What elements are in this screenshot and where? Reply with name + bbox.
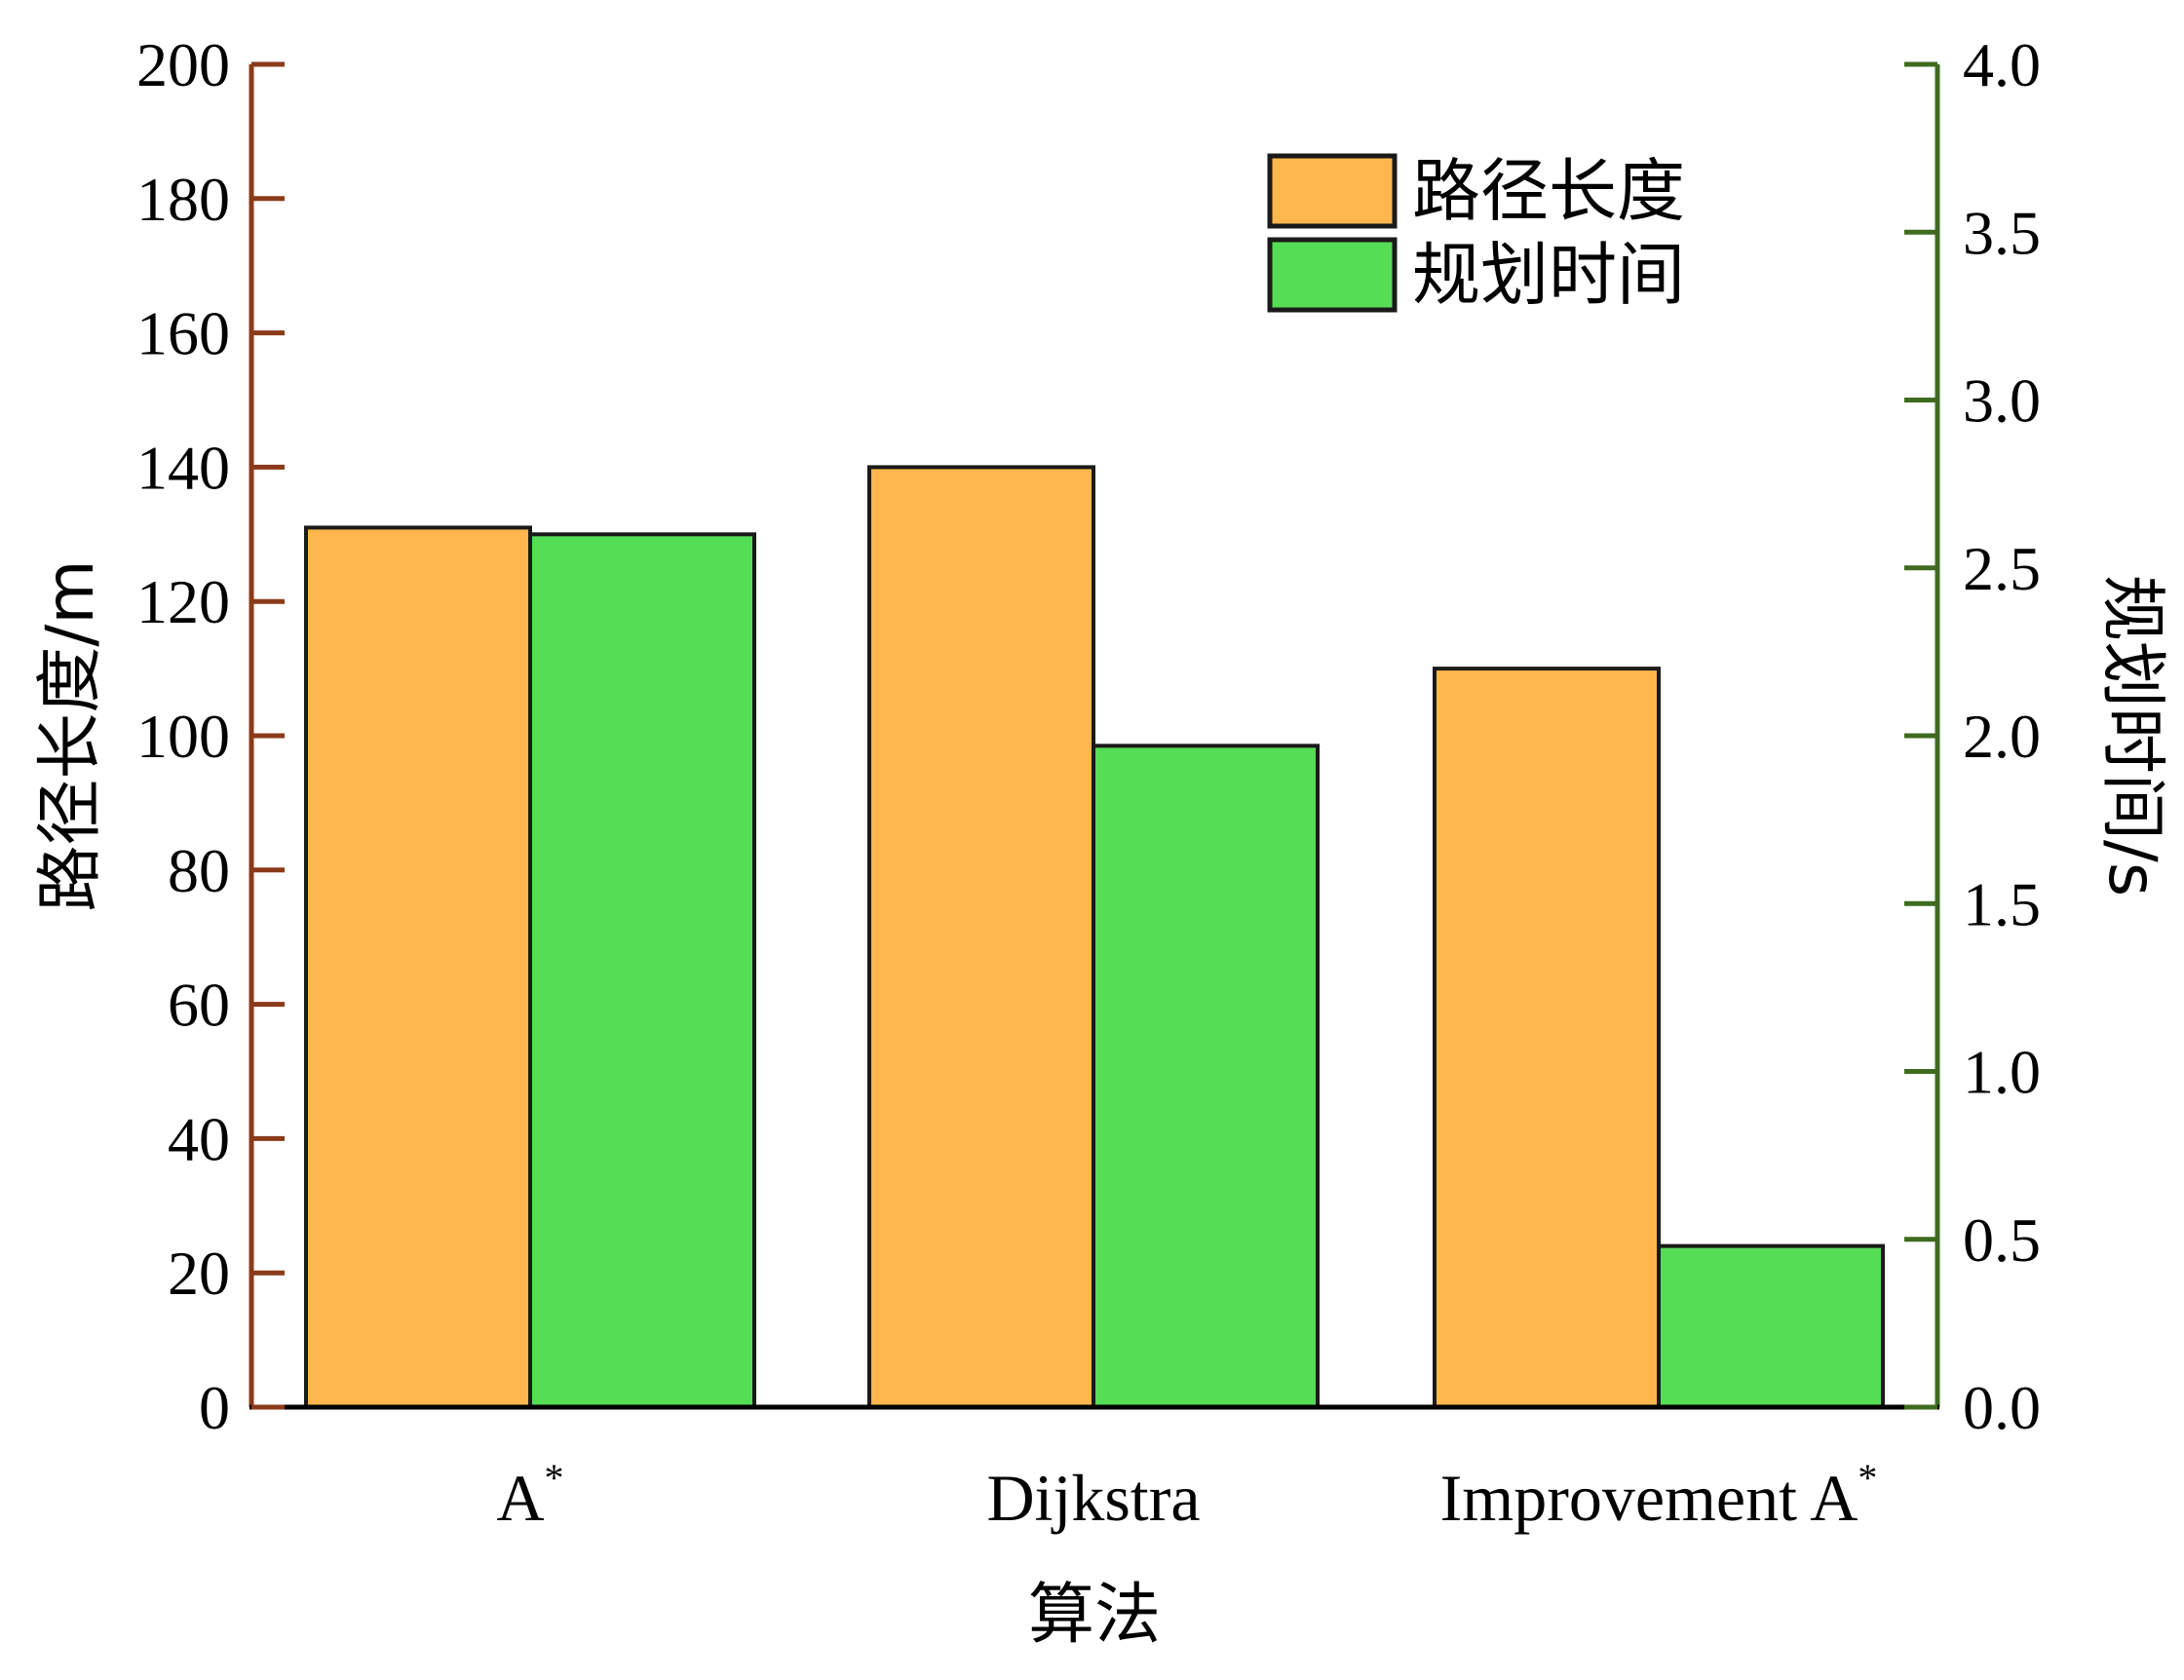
right-tick-label-0: 0.0: [1963, 1373, 2041, 1442]
right-tick-label-6: 3.0: [1963, 366, 2041, 436]
left-tick-label-8: 160: [136, 299, 230, 368]
category-label-0: A*: [496, 1456, 563, 1535]
left-tick-label-7: 140: [136, 433, 230, 502]
left-tick-label-9: 180: [136, 165, 230, 234]
left-tick-label-10: 200: [136, 30, 230, 99]
left-tick-label-1: 20: [168, 1239, 230, 1308]
x-axis-title: 算法: [1028, 1577, 1161, 1654]
bar-路径长度-2: [1433, 667, 1661, 1409]
left-tick-label-5: 100: [136, 702, 230, 771]
legend-swatch-0: [1267, 153, 1398, 229]
bar-规划时间-2: [1657, 1243, 1885, 1410]
bar-规划时间-0: [528, 532, 756, 1409]
bar-路径长度-0: [304, 525, 532, 1409]
right-tick-label-2: 1.0: [1963, 1038, 2041, 1107]
bars-layer: [304, 465, 1885, 1410]
left-tick-label-4: 80: [168, 836, 230, 905]
left-tick-label-3: 60: [168, 971, 230, 1040]
legend-label-1: 规划时间: [1412, 235, 1685, 315]
legend-swatch-1: [1267, 237, 1398, 313]
bar-路径长度-1: [867, 465, 1095, 1409]
legend-label-0: 路径长度: [1412, 151, 1685, 231]
right-tick-label-5: 2.5: [1963, 534, 2041, 603]
left-tick-label-6: 120: [136, 567, 230, 636]
right-tick-label-3: 1.5: [1963, 869, 2041, 938]
category-label-2: Improvement A*: [1440, 1456, 1878, 1535]
left-tick-label-2: 40: [168, 1104, 230, 1173]
right-tick-label-1: 0.5: [1963, 1205, 2041, 1275]
left-axis-title: 路径长度/m: [32, 559, 109, 911]
right-tick-label-4: 2.0: [1963, 702, 2041, 771]
right-tick-label-7: 3.5: [1963, 198, 2041, 267]
right-axis-title: 规划时间/s: [2093, 575, 2170, 897]
bar-规划时间-1: [1092, 744, 1320, 1409]
labels-layer: 0 20 40 60 80 100 120 140 160 180 200 0.0 0.5 1.0 1.5 2…: [32, 30, 2170, 1654]
right-tick-label-8: 4.0: [1963, 30, 2041, 99]
category-label-1: Dijkstra: [986, 1461, 1200, 1535]
axes-layer: [249, 61, 1940, 1410]
left-tick-label-0: 0: [199, 1373, 230, 1442]
